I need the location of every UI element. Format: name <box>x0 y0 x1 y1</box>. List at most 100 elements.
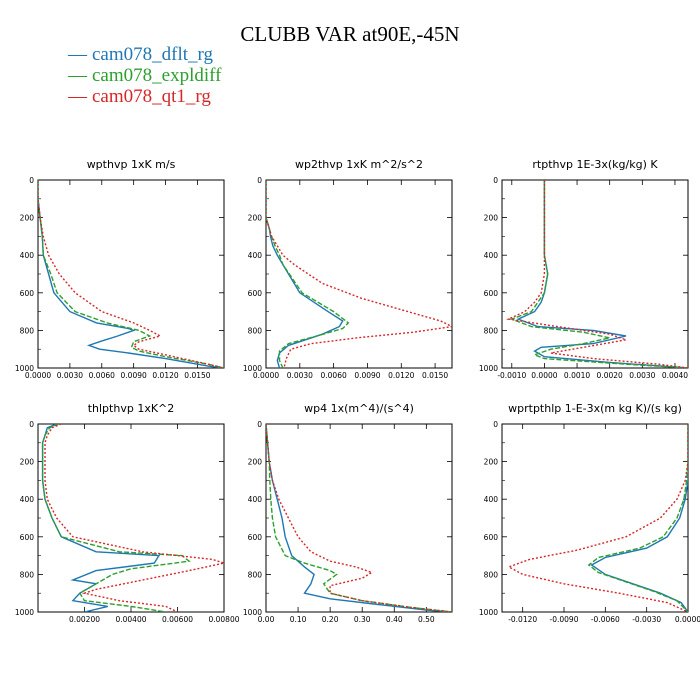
x-tick-label: 0.0090 <box>121 371 147 380</box>
series-line-cam078_qt1_rg <box>44 424 224 612</box>
x-tick-label: 0.0000 <box>675 615 700 624</box>
x-tick-label: 0.00400 <box>115 615 146 624</box>
y-tick-label: 0 <box>257 420 262 429</box>
y-tick-label: 600 <box>484 289 499 298</box>
figure-title: CLUBB VAR at90E,-45N <box>240 22 460 46</box>
legend-swatch-3: — <box>68 86 87 107</box>
panel-frame <box>501 179 689 369</box>
panel-frame <box>265 423 453 613</box>
y-tick-label: 1000 <box>15 364 34 373</box>
panel-title: wpthvp 1xK m/s <box>87 158 176 171</box>
x-tick-label: 0.0060 <box>321 371 347 380</box>
panel-title: wp2thvp 1xK m^2/s^2 <box>295 158 423 171</box>
x-tick-label: 0.0030 <box>287 371 313 380</box>
y-tick-label: 600 <box>20 289 35 298</box>
series-line-cam078_dflt_rg <box>38 180 224 368</box>
panel-6: wprtpthlp 1-E-3x(m kg K)/(s kg) 0 200 400 60… <box>479 402 700 624</box>
y-tick-label: 400 <box>20 251 35 260</box>
legend: — cam078_dflt_rg — cam078_expldiff — cam078… <box>68 44 221 107</box>
series-line-cam078_dflt_rg <box>590 424 688 612</box>
y-tick-label: 0 <box>257 176 262 185</box>
y-tick-label: 600 <box>248 533 263 542</box>
series-line-cam078_qt1_rg <box>266 424 452 612</box>
x-tick-label: 0.00200 <box>69 615 100 624</box>
legend-item-2: — cam078_expldiff <box>68 65 221 86</box>
panel-frame <box>37 423 225 613</box>
y-tick-label: 200 <box>484 214 499 223</box>
legend-item-1: — cam078_dflt_rg <box>68 44 221 65</box>
y-tick-label: 400 <box>248 495 263 504</box>
x-tick-label: -0.0010 <box>497 371 526 380</box>
y-tick-label: 400 <box>248 251 263 260</box>
x-tick-label: 0.0000 <box>253 371 279 380</box>
y-tick-label: 800 <box>248 326 263 335</box>
y-tick-label: 0 <box>29 420 34 429</box>
panel-2: wp2thvp 1xK m^2/s^2020040060080010000.00… <box>243 158 453 380</box>
y-tick-label: 200 <box>20 214 35 223</box>
y-tick-label: 800 <box>484 570 499 579</box>
x-tick-label: 0.0090 <box>354 371 380 380</box>
x-tick-label: 0.0010 <box>564 371 590 380</box>
y-tick-label: 400 <box>20 495 35 504</box>
x-tick-label: 0.10 <box>290 615 307 624</box>
panel-3: rtpthvp 1E-3x(kg/kg) K 0 200 400 600 800 1000-… <box>479 158 689 380</box>
x-tick-label: 0.00800 <box>208 615 239 624</box>
y-tick-label: 1000 <box>479 608 498 617</box>
series-line-cam078_qt1_rg <box>38 180 224 368</box>
x-tick-label: 0.0120 <box>388 371 414 380</box>
legend-swatch-2: — <box>68 65 87 86</box>
y-tick-label: 200 <box>248 458 263 467</box>
y-tick-label: 200 <box>20 458 35 467</box>
x-tick-label: 0.50 <box>418 615 435 624</box>
x-tick-label: 0.20 <box>322 615 339 624</box>
x-tick-label: 0.40 <box>386 615 403 624</box>
panel-title: wp4 1x(m^4)/(s^4) <box>304 402 414 415</box>
panel-title: wprtpthlp 1-E-3x(m kg K)/(s kg) <box>508 402 682 415</box>
series-line-cam078_dflt_rg <box>41 424 161 612</box>
x-tick-label: 0.0000 <box>531 371 557 380</box>
y-tick-label: 1000 <box>243 608 262 617</box>
legend-label-3: cam078_qt1_rg <box>92 86 211 107</box>
panel-frame <box>265 179 453 369</box>
x-tick-label: 0.0120 <box>152 371 178 380</box>
x-tick-label: 0.0060 <box>89 371 115 380</box>
y-tick-label: 800 <box>248 570 263 579</box>
y-tick-label: 600 <box>20 533 35 542</box>
x-tick-label: 0.0150 <box>184 371 210 380</box>
y-tick-label: 200 <box>484 458 499 467</box>
y-tick-label: 200 <box>248 214 263 223</box>
series-line-cam078_expldiff <box>509 180 688 368</box>
x-tick-label: -0.0060 <box>591 615 620 624</box>
y-tick-label: 1000 <box>243 364 262 373</box>
y-tick-label: 800 <box>20 326 35 335</box>
series-line-cam078_expldiff <box>41 424 191 612</box>
x-tick-label: 0.30 <box>354 615 371 624</box>
panel-4: thlpthvp 1xK^2 0 200 400 600 800 1000 0.00200 0.… <box>15 402 240 624</box>
series-line-cam078_qt1_rg <box>266 180 452 368</box>
y-tick-label: 400 <box>484 495 499 504</box>
panel-title: rtpthvp 1E-3x(kg/kg) K <box>532 158 658 171</box>
y-tick-label: 0 <box>29 176 34 185</box>
legend-label-1: cam078_dflt_rg <box>92 44 214 65</box>
x-tick-label: 0.00600 <box>162 615 193 624</box>
series-line-cam078_dflt_rg <box>266 424 452 612</box>
legend-swatch-1: — <box>68 44 87 65</box>
legend-label-2: cam078_expldiff <box>92 65 222 86</box>
y-tick-label: 600 <box>248 289 263 298</box>
x-tick-label: 0.0000 <box>25 371 51 380</box>
panel-frame <box>501 423 689 613</box>
y-tick-label: 800 <box>20 570 35 579</box>
x-tick-label: 0.0150 <box>422 371 448 380</box>
panel-title: thlpthvp 1xK^2 <box>88 402 175 415</box>
legend-item-3: — cam078_qt1_rg <box>68 86 221 107</box>
series-line-cam078_expldiff <box>38 180 224 368</box>
x-tick-label: -0.0090 <box>550 615 579 624</box>
series-line-cam078_expldiff <box>266 424 452 612</box>
series-line-cam078_qt1_rg <box>506 180 688 368</box>
x-tick-label: 0.0020 <box>597 371 623 380</box>
y-tick-label: 0 <box>493 420 498 429</box>
panel-frame <box>37 179 225 369</box>
